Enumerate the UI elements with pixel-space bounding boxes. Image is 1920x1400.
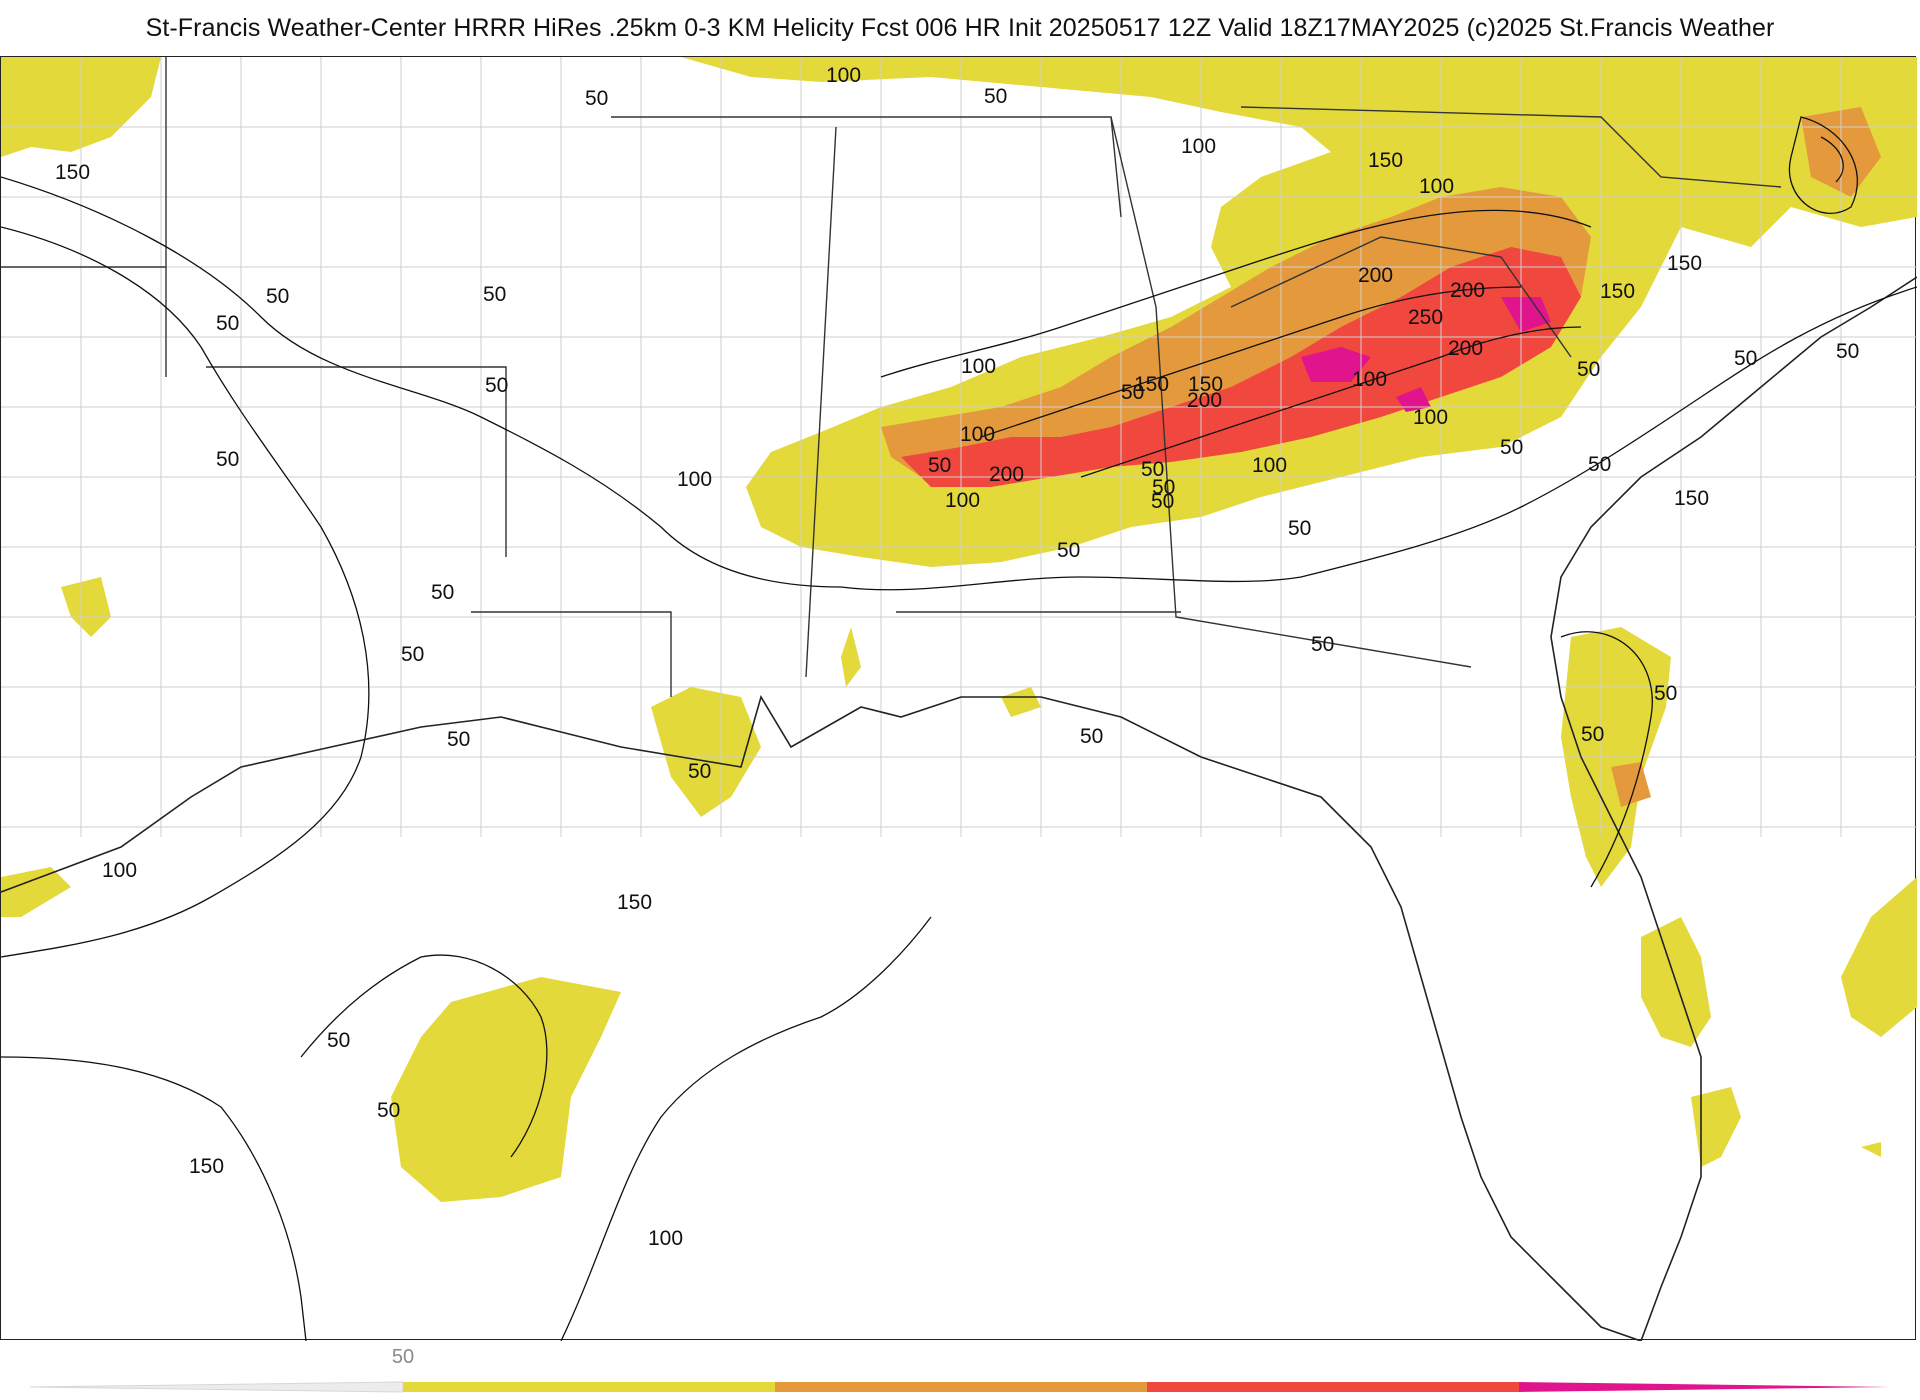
contour-label: 50	[431, 581, 454, 604]
contour-label: 100	[648, 1227, 683, 1250]
contour-label: 50	[984, 85, 1007, 108]
contour-label: 100	[102, 859, 137, 882]
contour-label: 150	[55, 161, 90, 184]
helicity-fill-magenta	[1301, 297, 1551, 412]
contour-label: 50	[1836, 340, 1859, 363]
contour-label: 150	[1188, 373, 1223, 396]
contour-label: 200	[1187, 389, 1222, 412]
state-borders	[1, 57, 1782, 697]
contour-label: 50	[928, 454, 951, 477]
contour-label: 50	[688, 760, 711, 783]
contour-label: 50	[216, 312, 239, 335]
contour-label: 100	[1252, 454, 1287, 477]
color-legend: 50	[30, 1346, 1890, 1394]
helicity-fill-red	[901, 247, 1581, 487]
contour-label: 100	[960, 423, 995, 446]
contour-label: 100	[945, 489, 980, 512]
contour-label: 50	[216, 448, 239, 471]
contour-label: 150	[189, 1155, 224, 1178]
helicity-contours	[1, 116, 1917, 1341]
contour-label: 50	[1311, 633, 1334, 656]
legend-colorbar	[30, 1381, 1890, 1393]
contour-label: 50	[1141, 458, 1164, 481]
contour-label: 50	[1588, 453, 1611, 476]
contour-label: 50	[483, 283, 506, 306]
contour-label: 50	[327, 1029, 350, 1052]
contour-label: 100	[961, 355, 996, 378]
legend-tick-label: 50	[391, 1346, 415, 1368]
contour-label: 200	[1448, 337, 1483, 360]
contour-label: 50	[1057, 539, 1080, 562]
map-title: St-Francis Weather-Center HRRR HiRes .25…	[145, 14, 1775, 42]
contour-label: 50	[1581, 723, 1604, 746]
contour-label: 50	[1654, 682, 1677, 705]
legend-bin-red	[1147, 1382, 1519, 1392]
contour-label: 150	[1674, 487, 1709, 510]
contour-label: 50	[447, 728, 470, 751]
contour-label: 150	[1134, 373, 1169, 396]
legend-bin-below	[30, 1381, 404, 1393]
contour-label: 50	[401, 643, 424, 666]
contour-label: 50	[585, 87, 608, 110]
contour-label: 150	[617, 891, 652, 914]
contour-label: 250	[1408, 306, 1443, 329]
contour-label: 100	[1352, 368, 1387, 391]
legend-bin-yellow	[403, 1382, 775, 1392]
contour-label: 50	[1500, 436, 1523, 459]
contour-label: 150	[1667, 252, 1702, 275]
helicity-map: 150 100 50 50 100 50 150 100 150 200 250 200 150 200 1…	[0, 56, 1917, 1341]
contour-label: 50	[1080, 725, 1103, 748]
contour-label: 200	[1358, 264, 1393, 287]
contour-label: 50	[485, 374, 508, 397]
contour-label: 100	[677, 468, 712, 491]
contour-label: 100	[1419, 175, 1454, 198]
contour-label: 100	[826, 64, 861, 87]
contour-label: 50	[1151, 490, 1174, 513]
legend-bin-magenta	[1519, 1382, 1890, 1392]
contour-label: 150	[1368, 149, 1403, 172]
contour-label: 200	[989, 463, 1024, 486]
coastline	[1, 276, 1917, 1341]
helicity-fill-yellow	[1, 57, 1917, 1202]
contour-label: 50	[1152, 476, 1175, 499]
contour-label: 50	[266, 285, 289, 308]
contour-label: 50	[1577, 358, 1600, 381]
contour-label: 150	[1600, 280, 1635, 303]
contour-label: 100	[1413, 406, 1448, 429]
contour-label: 50	[1121, 381, 1144, 404]
contour-label: 50	[1734, 347, 1757, 370]
contour-label: 100	[1181, 135, 1216, 158]
legend-bin-orange	[775, 1382, 1147, 1392]
contour-label: 50	[1288, 517, 1311, 540]
county-grid	[1, 57, 1917, 837]
contour-label: 50	[377, 1099, 400, 1122]
contour-label: 200	[1450, 279, 1485, 302]
